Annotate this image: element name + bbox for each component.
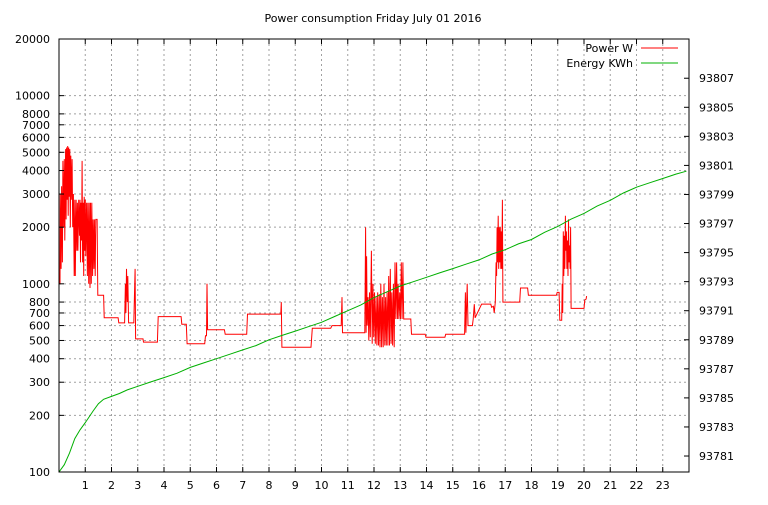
x-tick-label: 3 — [134, 479, 141, 492]
series-line-energy — [58, 170, 687, 473]
y-left-tick-label: 5000 — [22, 146, 50, 159]
y-right-tick-label: 93803 — [699, 130, 734, 143]
y-right-tick-label: 93785 — [699, 392, 734, 405]
y-left-tick-label: 400 — [29, 353, 50, 366]
y-right-tick-label: 93783 — [699, 421, 734, 434]
y-right-tick-label: 93781 — [699, 450, 734, 463]
y-right-tick-label: 93795 — [699, 247, 734, 260]
tick-layer: 1 2 3 4 5 6 7 8 9 10 11 12 13 14 15 16 17 18 19 20 21 22 23100… — [15, 33, 734, 492]
x-tick-label: 11 — [341, 479, 355, 492]
x-tick-label: 14 — [420, 479, 434, 492]
y-right-tick-label: 93807 — [699, 72, 734, 85]
legend: Power W Energy KWh — [566, 42, 678, 70]
x-tick-label: 19 — [551, 479, 565, 492]
y-left-tick-label: 10000 — [15, 90, 50, 103]
y-right-tick-label: 93799 — [699, 188, 734, 201]
y-left-tick-label: 600 — [29, 320, 50, 333]
chart-title: Power consumption Friday July 01 2016 — [264, 12, 481, 25]
legend-label: Energy KWh — [566, 57, 633, 70]
y-left-tick-label: 100 — [29, 466, 50, 479]
x-tick-label: 12 — [367, 479, 381, 492]
y-left-tick-label: 300 — [29, 376, 50, 389]
x-tick-label: 22 — [630, 479, 644, 492]
x-tick-label: 4 — [161, 479, 168, 492]
y-right-tick-label: 93791 — [699, 305, 734, 318]
y-right-tick-label: 93797 — [699, 218, 734, 231]
y-left-tick-label: 20000 — [15, 33, 50, 46]
x-tick-label: 20 — [577, 479, 591, 492]
y-left-tick-label: 4000 — [22, 165, 50, 178]
x-tick-label: 5 — [187, 479, 194, 492]
y-left-tick-label: 7000 — [22, 119, 50, 132]
x-tick-label: 7 — [239, 479, 246, 492]
x-tick-label: 21 — [603, 479, 617, 492]
x-tick-label: 9 — [292, 479, 299, 492]
grid-layer — [59, 39, 689, 472]
x-tick-label: 6 — [213, 479, 220, 492]
y-left-tick-label: 500 — [29, 334, 50, 347]
series-line-power — [59, 145, 588, 348]
x-tick-label: 23 — [656, 479, 670, 492]
x-tick-label: 1 — [82, 479, 89, 492]
x-tick-label: 16 — [472, 479, 486, 492]
y-right-tick-label: 93793 — [699, 276, 734, 289]
y-left-tick-label: 1000 — [22, 278, 50, 291]
y-right-tick-label: 93805 — [699, 101, 734, 114]
x-tick-label: 13 — [393, 479, 407, 492]
x-tick-label: 18 — [525, 479, 539, 492]
x-tick-label: 2 — [108, 479, 115, 492]
x-tick-label: 15 — [446, 479, 460, 492]
y-left-tick-label: 2000 — [22, 221, 50, 234]
y-right-tick-label: 93787 — [699, 363, 734, 376]
y-left-tick-label: 3000 — [22, 188, 50, 201]
legend-label: Power W — [585, 42, 633, 55]
y-right-tick-label: 93801 — [699, 159, 734, 172]
y-left-tick-label: 8000 — [22, 108, 50, 121]
y-left-tick-label: 800 — [29, 296, 50, 309]
x-tick-label: 10 — [315, 479, 329, 492]
y-right-tick-label: 93789 — [699, 334, 734, 347]
x-tick-label: 8 — [266, 479, 273, 492]
y-left-tick-label: 6000 — [22, 131, 50, 144]
series-layer — [58, 145, 687, 473]
y-left-tick-label: 200 — [29, 409, 50, 422]
x-tick-label: 17 — [498, 479, 512, 492]
y-left-tick-label: 700 — [29, 307, 50, 320]
